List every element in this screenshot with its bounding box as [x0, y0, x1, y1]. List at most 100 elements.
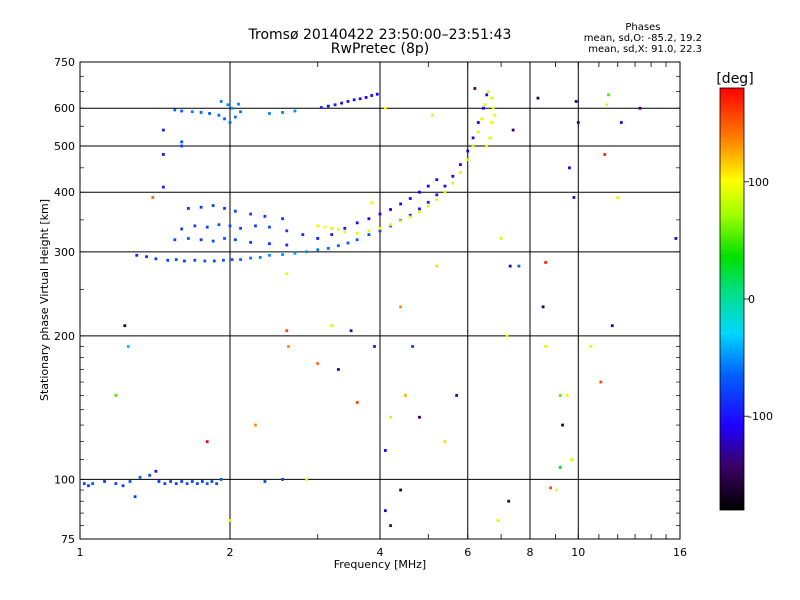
data-point: [263, 480, 267, 483]
data-point: [285, 243, 289, 247]
phase-stats: Phases mean, sd,O: -85.2, 19.2 mean, sd,…: [584, 22, 702, 55]
data-point: [435, 178, 439, 182]
data-point: [541, 305, 545, 309]
data-point: [536, 96, 540, 100]
data-point: [486, 90, 490, 94]
y-axis: 75 100 200 300 400 500 600 750: [54, 56, 680, 546]
data-point: [443, 440, 447, 444]
data-point: [418, 210, 421, 214]
data-point: [161, 153, 165, 156]
data-point: [565, 394, 569, 397]
data-point: [203, 259, 207, 263]
data-point: [599, 380, 603, 384]
data-point: [674, 237, 678, 240]
data-point: [558, 394, 562, 397]
data-point: [511, 128, 515, 132]
data-point: [605, 103, 609, 107]
x-axis-label: Frequency [MHz]: [334, 558, 426, 571]
data-point: [330, 324, 334, 328]
y-axis-label: Stationary phase Virtual Height [km]: [38, 199, 51, 401]
data-point: [239, 110, 242, 114]
data-point: [239, 258, 242, 261]
data-point: [223, 117, 226, 121]
data-point: [426, 200, 430, 204]
phase-stats-x: mean, sd,X: 91.0, 22.3: [588, 44, 702, 55]
y-tick-label: 750: [54, 56, 75, 69]
data-point: [316, 362, 320, 365]
data-point: [174, 258, 178, 261]
data-point: [195, 482, 199, 485]
data-point: [408, 197, 412, 200]
data-point: [161, 185, 165, 189]
data-point: [217, 223, 221, 227]
data-point: [555, 488, 559, 492]
data-point: [161, 128, 165, 132]
data-point: [370, 94, 374, 97]
y-tick-label: 500: [54, 140, 75, 153]
data-point: [190, 110, 194, 114]
data-point: [471, 136, 475, 140]
data-point: [180, 109, 184, 113]
x-axis: 1 2 4 6 8 10 16: [77, 62, 687, 559]
data-point: [193, 258, 197, 262]
data-point: [355, 401, 359, 404]
x-tick-label: 8: [527, 546, 534, 559]
data-point: [435, 198, 439, 202]
data-point: [336, 244, 340, 248]
data-point: [558, 465, 562, 469]
data-point: [408, 215, 412, 219]
data-point: [123, 324, 127, 328]
x-tick-label: 6: [464, 546, 471, 559]
data-point: [211, 239, 215, 243]
data-point: [186, 206, 190, 210]
data-point: [399, 305, 403, 309]
data-point: [258, 256, 262, 259]
data-point: [326, 104, 330, 108]
data-point: [169, 480, 173, 483]
data-point: [135, 253, 139, 257]
data-point: [574, 100, 578, 103]
data-point: [166, 258, 170, 262]
data-point: [610, 324, 614, 328]
x-tick-label: 2: [227, 546, 234, 559]
data-point: [185, 482, 189, 485]
data-point: [305, 478, 309, 481]
data-point: [82, 482, 86, 485]
data-point: [114, 394, 118, 397]
data-point: [466, 149, 470, 153]
data-point: [367, 233, 371, 236]
data-point: [603, 153, 607, 156]
data-point: [287, 345, 290, 348]
data-point: [418, 207, 421, 211]
data-point: [616, 196, 620, 199]
data-point: [443, 184, 447, 188]
data-point: [496, 519, 500, 522]
data-point: [638, 106, 642, 110]
data-point: [383, 106, 387, 110]
data-point: [121, 484, 125, 488]
data-point: [200, 480, 204, 483]
data-point: [148, 473, 152, 477]
data-point: [254, 423, 257, 427]
data-point: [435, 264, 439, 268]
data-point: [219, 100, 223, 103]
data-point: [205, 225, 209, 229]
y-tick-label: 400: [54, 186, 75, 199]
data-point: [544, 261, 548, 264]
phase-stats-header: Phases: [625, 22, 661, 33]
data-point: [451, 174, 455, 178]
data-point: [476, 130, 480, 134]
data-point: [459, 163, 462, 167]
data-point: [249, 212, 253, 216]
data-point: [491, 106, 495, 110]
data-point: [619, 121, 623, 124]
colorbar: [deg] 100 0 -100: [716, 71, 773, 511]
data-point: [199, 205, 203, 209]
data-point: [367, 217, 371, 221]
data-point: [163, 482, 167, 485]
y-tick-label: 300: [54, 246, 75, 259]
data-point: [418, 190, 421, 194]
data-point: [443, 190, 447, 194]
data-point: [364, 96, 368, 99]
data-point: [330, 226, 334, 230]
